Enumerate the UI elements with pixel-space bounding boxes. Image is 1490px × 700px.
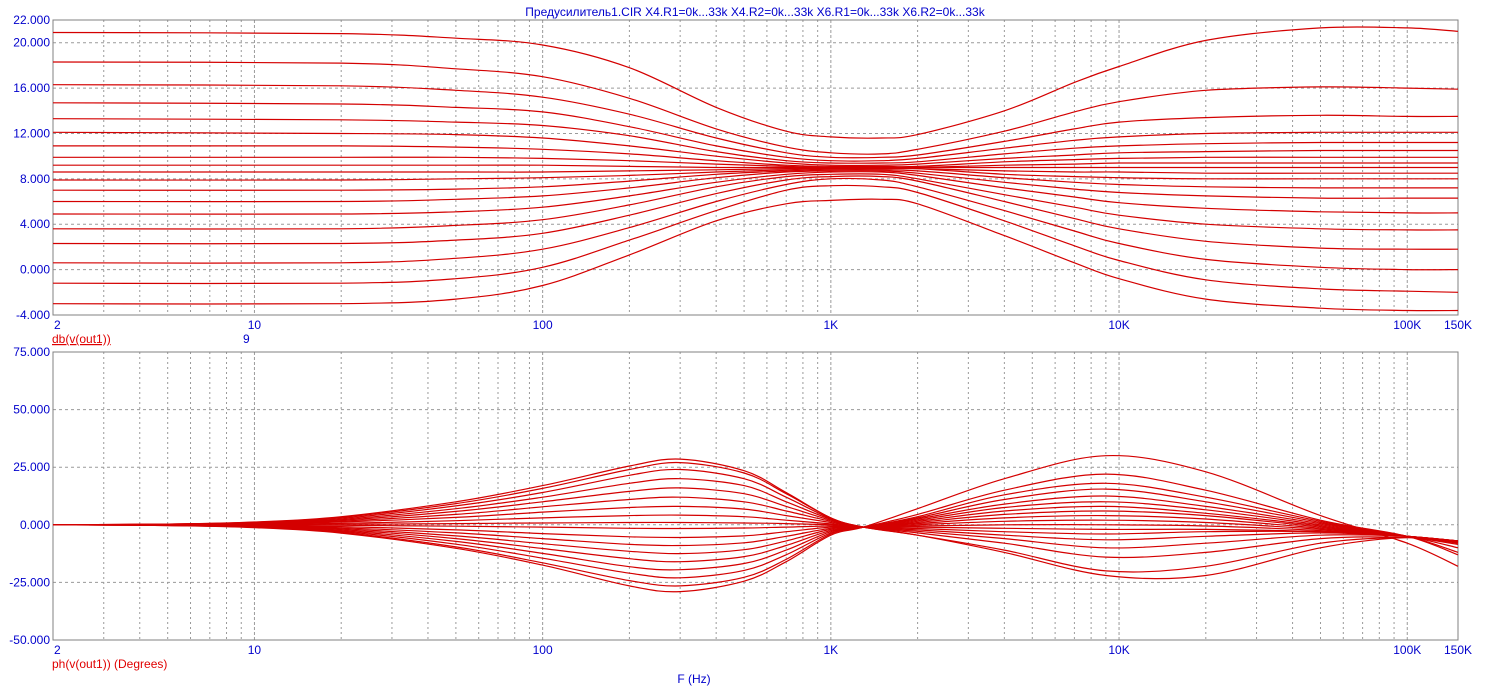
y-tick-label: 25.000 bbox=[13, 460, 50, 474]
series-line-1 bbox=[52, 26, 1459, 139]
series-line-11 bbox=[52, 167, 1458, 181]
x-axis-label: F (Hz) bbox=[677, 672, 710, 686]
x-tick-label: 10 bbox=[248, 643, 262, 657]
series-line-17 bbox=[52, 473, 1459, 587]
series-line-18 bbox=[52, 184, 1459, 293]
series-line-3 bbox=[52, 468, 1459, 559]
series-line-9 bbox=[53, 519, 1459, 542]
series-line-2 bbox=[52, 461, 1459, 573]
x-tick-label: 100 bbox=[533, 643, 553, 657]
series-line-14 bbox=[52, 171, 1459, 215]
y-tick-label: 12.000 bbox=[13, 126, 50, 140]
series-line-8 bbox=[52, 156, 1458, 169]
phase-trace-label: ph(v(out1)) (Degrees) bbox=[52, 657, 167, 671]
y-tick-label: 50.000 bbox=[13, 403, 50, 417]
x-tick-label: 1K bbox=[824, 643, 839, 657]
series-line-7 bbox=[52, 505, 1459, 542]
series-line-19 bbox=[52, 198, 1459, 312]
series-line-13 bbox=[52, 501, 1459, 555]
magnitude-panel: 22.000 20.000 16.000 12.000 8.000 4.000 0.000 -… bbox=[13, 13, 1472, 332]
y-tick-label: 22.000 bbox=[13, 13, 50, 27]
series-line-6 bbox=[52, 131, 1458, 167]
y-tick-label: -50.000 bbox=[9, 633, 50, 647]
series-line-11 bbox=[52, 510, 1459, 543]
y-tick-label: 16.000 bbox=[13, 81, 50, 95]
series-line-8 bbox=[52, 514, 1459, 542]
x-tick-label: 1K bbox=[824, 318, 839, 332]
y-tick-label: -25.000 bbox=[9, 575, 50, 589]
x-tick-label: 2 bbox=[54, 643, 61, 657]
x-tick-label: 150K bbox=[1444, 643, 1472, 657]
series-line-12 bbox=[52, 505, 1459, 547]
plot-frame bbox=[52, 351, 1459, 641]
y-tick-label: 0.000 bbox=[20, 263, 50, 277]
x-tick-label: 150K bbox=[1444, 318, 1472, 332]
magnitude-trace-label: db(v(out1)) bbox=[52, 332, 111, 346]
y-tick-label: 8.000 bbox=[20, 172, 50, 186]
x-tick-label: 100 bbox=[533, 318, 553, 332]
x-tick-label: 2 bbox=[54, 318, 61, 332]
series-line-12 bbox=[52, 169, 1458, 191]
series-line-16 bbox=[52, 482, 1459, 579]
x-tick-label: 10K bbox=[1108, 318, 1129, 332]
series-line-16 bbox=[52, 175, 1459, 250]
y-tick-label: 75.000 bbox=[13, 345, 50, 359]
series-line-6 bbox=[52, 496, 1459, 542]
series-line-18 bbox=[52, 454, 1459, 593]
x-tick-label: 100K bbox=[1393, 643, 1421, 657]
series-line-15 bbox=[52, 173, 1459, 231]
series-line-7 bbox=[52, 145, 1458, 168]
series-line-15 bbox=[52, 488, 1459, 571]
series-line-5 bbox=[52, 487, 1459, 542]
series-line-13 bbox=[52, 170, 1458, 203]
series-line-9 bbox=[52, 164, 1458, 169]
x-tick-label: 10K bbox=[1108, 643, 1129, 657]
series-line-17 bbox=[52, 177, 1459, 271]
chart-title: Предусилитель1.CIR X4.R1=0k...33k X4.R2=… bbox=[525, 5, 985, 19]
series-line-14 bbox=[52, 495, 1459, 563]
series-line-4 bbox=[52, 102, 1458, 162]
cursor-value: 9 bbox=[243, 332, 250, 346]
y-tick-label: 20.000 bbox=[13, 36, 50, 50]
series-line-10 bbox=[52, 514, 1459, 542]
series-line-5 bbox=[52, 118, 1458, 164]
x-tick-label: 100K bbox=[1393, 318, 1421, 332]
y-tick-label: -4.000 bbox=[16, 308, 50, 322]
series-line-3 bbox=[52, 84, 1459, 159]
y-tick-label: 4.000 bbox=[20, 217, 50, 231]
x-tick-label: 10 bbox=[248, 318, 262, 332]
series-line-2 bbox=[52, 61, 1459, 155]
y-tick-label: 0.000 bbox=[20, 518, 50, 532]
phase-panel: 75.000 50.000 25.000 0.000 -25.000 -50.000 2 10… bbox=[9, 345, 1472, 657]
series-line-4 bbox=[52, 478, 1459, 549]
